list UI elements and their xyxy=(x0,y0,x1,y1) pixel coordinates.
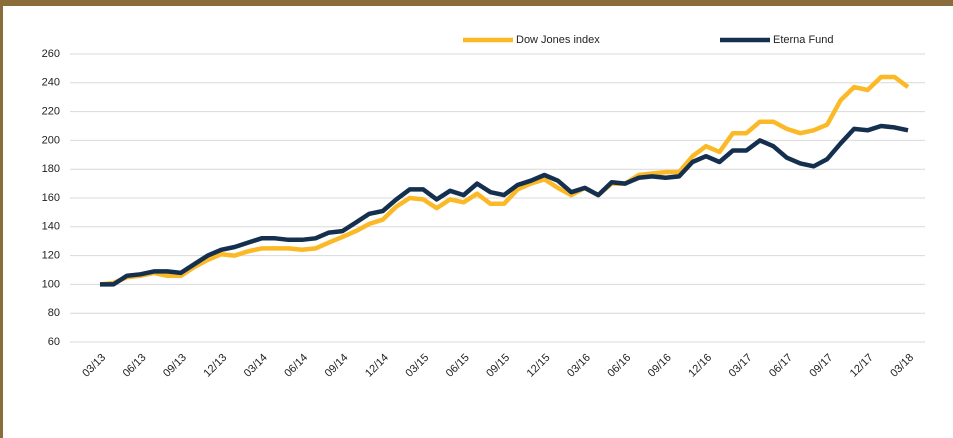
x-tick-label: 12/17 xyxy=(848,352,876,380)
x-tick-label: 03/18 xyxy=(888,352,916,380)
y-tick-label: 60 xyxy=(48,336,60,348)
x-tick-label: 12/16 xyxy=(686,352,714,380)
legend-label: Dow Jones index xyxy=(516,34,600,46)
x-tick-label: 06/16 xyxy=(605,352,633,380)
x-tick-label: 09/14 xyxy=(323,352,351,380)
frame-top xyxy=(0,0,953,6)
series-line xyxy=(99,74,910,287)
x-tick-label: 06/13 xyxy=(121,352,149,380)
x-tick-label: 03/13 xyxy=(80,352,108,380)
x-tick-label: 09/15 xyxy=(484,352,512,380)
y-tick-label: 220 xyxy=(42,106,60,118)
y-tick-label: 180 xyxy=(42,163,60,175)
x-tick-label: 06/14 xyxy=(282,352,310,380)
x-tick-label: 03/14 xyxy=(242,352,270,380)
y-tick-label: 260 xyxy=(42,48,60,60)
y-tick-label: 200 xyxy=(42,134,60,146)
x-tick-label: 06/15 xyxy=(444,352,472,380)
legend-label: Eterna Fund xyxy=(773,34,834,46)
x-tick-label: 12/15 xyxy=(525,352,553,380)
x-tick-label: 12/14 xyxy=(363,352,391,380)
y-tick-label: 120 xyxy=(42,250,60,262)
y-tick-label: 140 xyxy=(42,221,60,233)
x-tick-label: 06/17 xyxy=(767,352,795,380)
x-tick-label: 09/16 xyxy=(646,352,674,380)
frame-left xyxy=(0,0,3,438)
x-tick-label: 12/13 xyxy=(201,352,229,380)
x-tick-label: 03/16 xyxy=(565,352,593,380)
y-tick-label: 240 xyxy=(42,77,60,89)
series-line xyxy=(100,123,909,287)
y-tick-label: 100 xyxy=(42,278,60,290)
x-tick-label: 09/13 xyxy=(161,352,189,380)
x-tick-label: 09/17 xyxy=(807,352,835,380)
y-tick-label: 80 xyxy=(48,307,60,319)
x-tick-label: 03/15 xyxy=(403,352,431,380)
y-tick-label: 160 xyxy=(42,192,60,204)
x-tick-label: 03/17 xyxy=(727,352,755,380)
